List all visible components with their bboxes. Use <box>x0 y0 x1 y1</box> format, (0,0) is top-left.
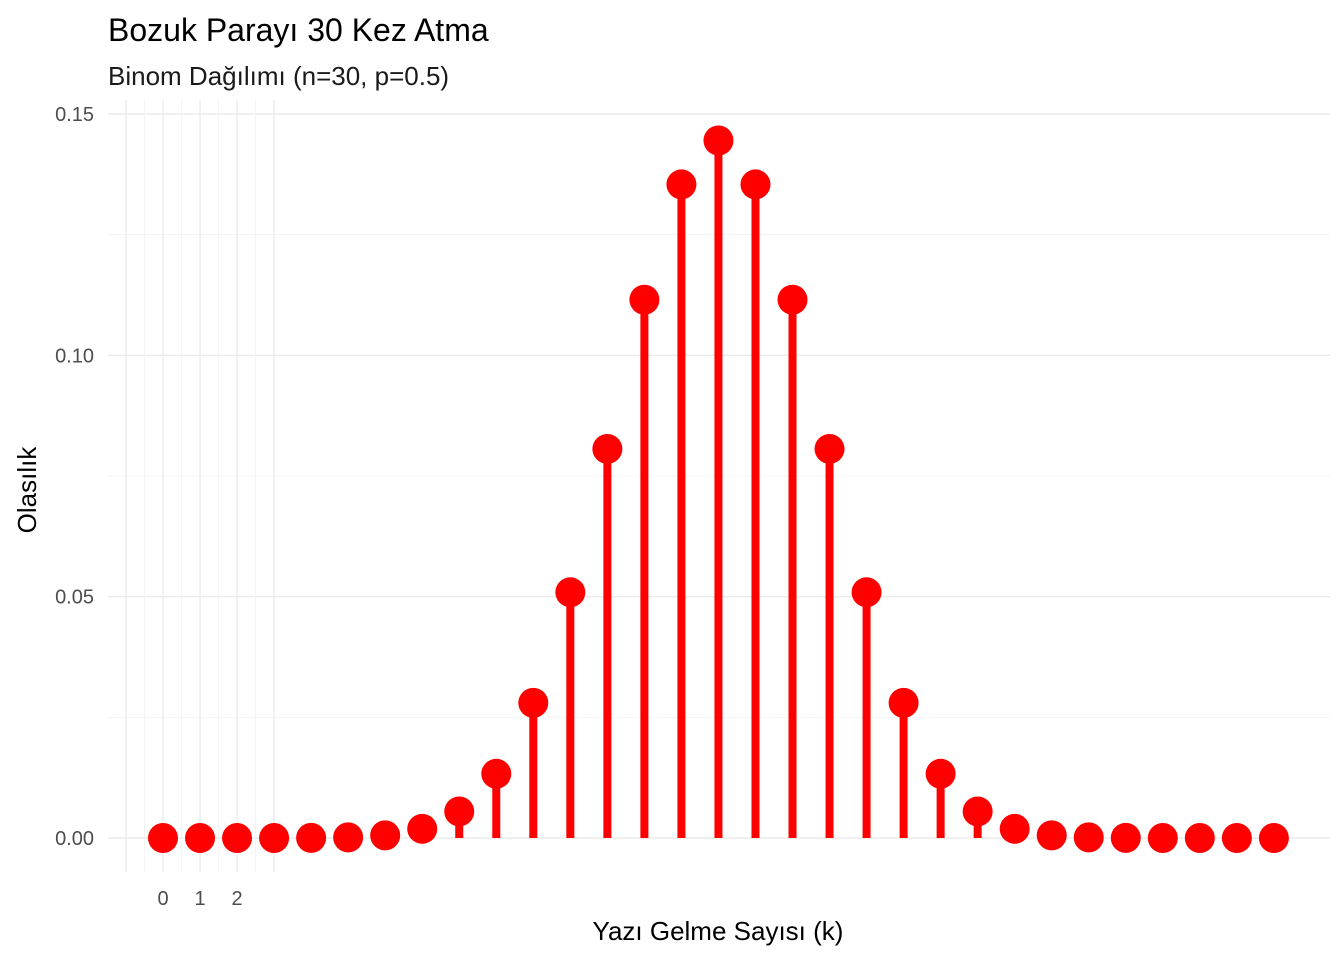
x-axis-title: Yazı Gelme Sayısı (k) <box>593 916 844 946</box>
point-k-21 <box>925 758 956 789</box>
x-tick-label: 1 <box>194 888 205 910</box>
point-k-29 <box>1221 822 1252 853</box>
y-axis-title: Olasılık <box>12 446 42 534</box>
x-axis-ticks: 0 1 2 <box>157 888 242 910</box>
point-k-28 <box>1184 822 1215 853</box>
point-k-27 <box>1147 822 1178 853</box>
y-tick-label: 0.00 <box>55 828 94 850</box>
point-k-17 <box>777 284 808 315</box>
point-k-0 <box>148 823 178 853</box>
point-k-22 <box>962 796 993 827</box>
point-k-25 <box>1073 822 1104 853</box>
chart-title: Bozuk Parayı 30 Kez Atma <box>108 12 489 48</box>
point-k-8 <box>444 796 475 827</box>
point-k-6 <box>370 820 401 851</box>
point-k-4 <box>296 822 327 853</box>
point-k-1 <box>185 822 216 853</box>
point-k-20 <box>888 687 919 718</box>
point-k-14 <box>666 169 697 200</box>
y-tick-label: 0.10 <box>55 345 94 367</box>
stems <box>196 140 1241 838</box>
point-k-9 <box>481 758 512 789</box>
y-axis-ticks: 0.00 0.05 0.10 0.15 <box>55 104 94 850</box>
y-tick-label: 0.15 <box>55 104 94 126</box>
point-k-16 <box>740 169 771 200</box>
point-k-10 <box>518 687 549 718</box>
chart-subtitle: Binom Dağılımı (n=30, p=0.5) <box>108 61 449 91</box>
point-k-11 <box>555 577 586 608</box>
point-k-23 <box>999 813 1030 844</box>
points <box>148 125 1289 853</box>
x-tick-label: 0 <box>157 888 168 910</box>
x-tick-label: 2 <box>231 888 242 910</box>
point-k-5 <box>333 822 364 853</box>
point-k-13 <box>629 284 660 315</box>
y-tick-label: 0.05 <box>55 587 94 609</box>
point-k-2 <box>222 822 253 853</box>
point-k-3 <box>259 822 290 853</box>
point-k-12 <box>592 433 623 464</box>
point-k-26 <box>1110 822 1141 853</box>
point-k-7 <box>407 813 438 844</box>
point-k-18 <box>814 433 845 464</box>
point-k-19 <box>851 577 882 608</box>
point-k-15 <box>703 125 734 156</box>
point-k-30 <box>1258 823 1289 853</box>
point-k-24 <box>1036 820 1067 851</box>
